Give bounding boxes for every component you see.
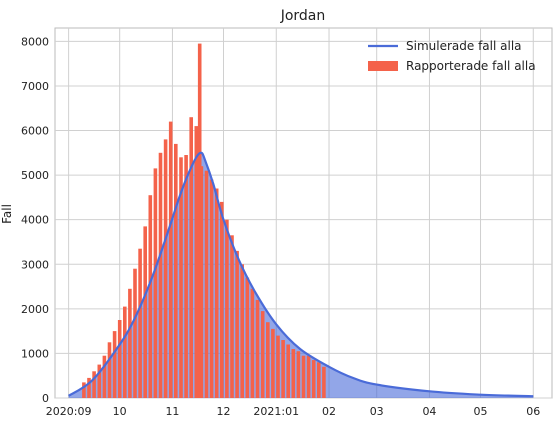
legend-bar-swatch [368, 61, 398, 71]
simulated-line-group [68, 151, 534, 398]
reported-bar [322, 366, 326, 398]
reported-bar [235, 250, 239, 398]
grid [55, 28, 552, 399]
x-tick-label: 02 [322, 405, 336, 418]
y-tick-label: 3000 [21, 258, 49, 271]
reported-bar [311, 360, 316, 398]
reported-bar [250, 288, 255, 398]
reported-bar [189, 117, 193, 398]
reported-bar [174, 143, 178, 398]
reported-bar [220, 201, 224, 398]
reported-bar [117, 320, 122, 398]
reported-bar [123, 306, 127, 398]
reported-bars [82, 43, 326, 398]
reported-bar [153, 168, 158, 398]
reported-bar [179, 157, 183, 398]
y-tick-label: 2000 [21, 303, 49, 316]
x-tick-label: 06 [526, 405, 540, 418]
reported-bar [281, 340, 285, 398]
x-tick-label: 11 [165, 405, 179, 418]
legend-label: Rapporterade fall alla [406, 59, 536, 73]
reported-bar [276, 335, 280, 398]
x-tick-label: 2021:01 [253, 405, 299, 418]
reported-bar [87, 377, 91, 398]
reported-bar [97, 364, 102, 398]
x-tick-label: 2020:09 [46, 405, 92, 418]
reported-bar [82, 382, 86, 398]
reported-bar [184, 155, 188, 398]
y-tick-label: 4000 [21, 214, 49, 227]
reported-bar [92, 371, 96, 398]
x-tick-label: 04 [422, 405, 436, 418]
reported-bar [296, 351, 301, 398]
reported-bar [214, 188, 219, 398]
reported-bar [133, 268, 137, 398]
x-tick-label: 10 [113, 405, 127, 418]
y-tick-label: 7000 [21, 80, 49, 93]
reported-bar [128, 288, 132, 398]
reported-bar [255, 299, 260, 398]
legend-label: Simulerade fall alla [406, 39, 522, 53]
reported-bar [168, 121, 173, 398]
y-tick-label: 8000 [21, 35, 49, 48]
reported-bar [301, 355, 306, 398]
y-tick-label: 0 [42, 392, 49, 405]
reported-bar [143, 226, 147, 398]
reported-bar [194, 126, 199, 398]
y-tick-label: 1000 [21, 347, 49, 360]
reported-bar [102, 355, 107, 398]
x-tick-label: 03 [370, 405, 384, 418]
reported-bar [225, 219, 229, 398]
y-axis-label: Fall [0, 204, 14, 224]
reported-bar [107, 342, 112, 398]
legend: Simulerade fall alla Rapporterade fall al… [368, 39, 536, 73]
reported-bar [260, 311, 265, 398]
reported-bar [240, 264, 244, 398]
reported-bar [209, 179, 214, 398]
tick-labels: 0 1000 2000 3000 4000 5000 6000 7000 8000 2020:09… [21, 35, 540, 418]
reported-bar [306, 355, 311, 398]
reported-bar [271, 328, 275, 398]
x-tick-label: 05 [474, 405, 488, 418]
y-tick-label: 6000 [21, 125, 49, 138]
chart-title: Jordan [280, 8, 326, 24]
y-tick-label: 5000 [21, 169, 49, 182]
reported-bar [138, 248, 142, 398]
reported-bar [317, 362, 321, 398]
reported-bar [291, 349, 296, 398]
reported-bar [245, 277, 250, 398]
reported-bar [204, 170, 209, 398]
reported-bar [148, 195, 153, 398]
reported-bar [199, 166, 204, 398]
x-tick-label: 12 [217, 405, 231, 418]
simulated-line [68, 151, 534, 398]
reported-bar [230, 235, 234, 398]
reported-bar [163, 139, 168, 398]
reported-bar [286, 344, 290, 398]
reported-bar [158, 152, 163, 398]
reported-bar [112, 331, 117, 398]
reported-bar [266, 322, 270, 398]
